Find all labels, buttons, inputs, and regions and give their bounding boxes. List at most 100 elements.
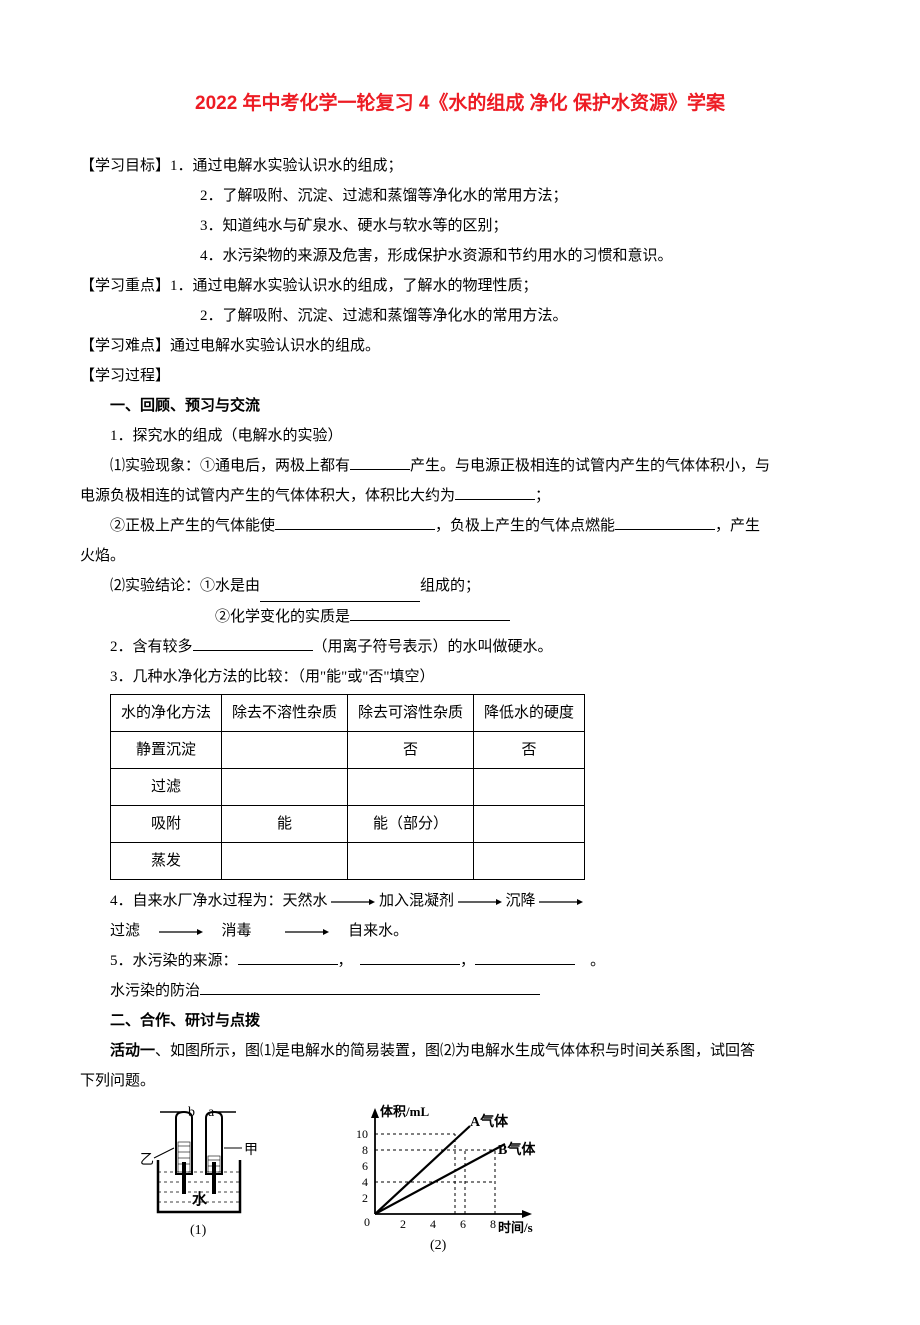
q4-line2: 过滤 消毒 自来水。 — [80, 916, 840, 946]
fig1-label-jia: 甲 — [244, 1143, 258, 1158]
arrow-icon — [159, 927, 203, 937]
fig2-caption: (2) — [430, 1238, 447, 1253]
q1c-end: 组成的； — [420, 578, 480, 594]
blank-neg — [615, 529, 715, 530]
q1-title: 1．探究水的组成（电解水的实验） — [80, 421, 840, 451]
goal-4: 4．水污染物的来源及危害，形成保护水资源和节约用水的习惯和意识。 — [80, 241, 840, 271]
goal-3: 3．知道纯水与矿泉水、硬水与软水等的区别； — [80, 211, 840, 241]
keypoints-label: 【学习重点】 — [80, 278, 170, 294]
arrow-icon — [458, 897, 502, 907]
cell — [474, 806, 585, 843]
xtick: 2 — [400, 1217, 406, 1231]
activity1-line1: 活动一、如图所示，图⑴是电解水的简易装置，图⑵为电解水生成气体体积与时间关系图，… — [80, 1036, 840, 1066]
q4b: 加入混凝剂 — [379, 893, 454, 909]
cell — [474, 843, 585, 880]
cell — [222, 732, 348, 769]
fig1-label-yi: 乙 — [140, 1152, 154, 1168]
blank-pos — [275, 529, 435, 530]
table-row: 吸附 能 能（部分） — [111, 806, 585, 843]
cell: 否 — [474, 732, 585, 769]
th-0: 水的净化方法 — [111, 695, 222, 732]
q4-disinfect: 消毒 — [222, 923, 252, 939]
xtick: 6 — [460, 1217, 466, 1231]
keypoint-2: 2．了解吸附、沉淀、过滤和蒸馏等净化水的常用方法。 — [80, 301, 840, 331]
q1-phenom2-line1: ②正极上产生的气体能使，负极上产生的气体点燃能，产生 — [80, 511, 840, 541]
q4a: 4．自来水厂净水过程为：天然水 — [110, 893, 328, 909]
q4c: 沉降 — [506, 893, 536, 909]
ytick-0: 0 — [364, 1215, 370, 1229]
goals-label: 【学习目标】 — [80, 158, 170, 174]
table-row: 蒸发 — [111, 843, 585, 880]
blank-comp — [260, 571, 420, 602]
table-row: 过滤 — [111, 769, 585, 806]
cell — [222, 843, 348, 880]
arrow-icon — [285, 927, 329, 937]
volume-time-chart: 体积/mL 时间/s 10 8 6 4 2 0 2 4 6 8 A气体 B气 — [340, 1104, 560, 1254]
cell: 吸附 — [111, 806, 222, 843]
q5-sep1: ， — [338, 953, 346, 969]
cell — [222, 769, 348, 806]
q5-sep2: ， — [460, 953, 475, 969]
goals-line1: 【学习目标】1．通过电解水实验认识水的组成； — [80, 151, 840, 181]
goal-2: 2．了解吸附、沉淀、过滤和蒸馏等净化水的常用方法； — [80, 181, 840, 211]
q1-phenom2-line2: 火焰。 — [80, 541, 840, 571]
page-title: 2022 年中考化学一轮复习 4《水的组成 净化 保护水资源》学案 — [80, 85, 840, 123]
arrow-icon — [539, 897, 583, 907]
blank-ion — [193, 650, 313, 651]
table-row: 静置沉淀 否 否 — [111, 732, 585, 769]
process-label: 【学习过程】 — [80, 361, 840, 391]
blank-ratio — [455, 499, 535, 500]
cell — [348, 769, 474, 806]
q1b-pre: ②正极上产生的气体能使 — [110, 518, 275, 534]
th-3: 降低水的硬度 — [474, 695, 585, 732]
ytick: 2 — [362, 1191, 368, 1205]
cell — [474, 769, 585, 806]
table-header-row: 水的净化方法 除去不溶性杂质 除去可溶性杂质 降低水的硬度 — [111, 695, 585, 732]
act1-label: 活动一 — [110, 1043, 155, 1059]
q5-end: 。 — [590, 953, 605, 969]
blank-gas — [350, 469, 410, 470]
q1-essence: ②化学变化的实质是 — [80, 602, 840, 632]
electrolysis-diagram: b a 乙 甲 — [140, 1104, 270, 1254]
q5b-text: 水污染的防治 — [110, 983, 200, 999]
chart-series-a: A气体 — [470, 1113, 509, 1130]
difficulty-line: 【学习难点】通过电解水实验认识水的组成。 — [80, 331, 840, 361]
cell: 过滤 — [111, 769, 222, 806]
arrow-icon — [331, 897, 375, 907]
q1a-end: ； — [535, 488, 550, 504]
blank-prevention — [200, 994, 540, 995]
q1c-pre: ⑵实验结论：①水是由 — [110, 578, 260, 594]
q1-phenom-line2: 电源负极相连的试管内产生的气体体积大，体积比大约为 ； — [80, 481, 840, 511]
q4-filter: 过滤 — [110, 923, 140, 939]
keypoints-line1: 【学习重点】1．通过电解水实验认识水的组成，了解水的物理性质； — [80, 271, 840, 301]
keypoint-1: 1．通过电解水实验认识水的组成，了解水的物理性质； — [170, 278, 538, 294]
q1a-pre: ⑴实验现象：①通电后，两极上都有 — [110, 458, 350, 474]
chart-series-b: B气体 — [498, 1141, 536, 1158]
fig1-caption: (1) — [190, 1223, 207, 1238]
blank-s3 — [475, 964, 575, 965]
chart-ylabel: 体积/mL — [380, 1104, 429, 1119]
activity1-line2: 下列问题。 — [80, 1066, 840, 1096]
ytick: 6 — [362, 1159, 368, 1173]
difficulty-text: 通过电解水实验认识水的组成。 — [170, 338, 380, 354]
q3-title: 3．几种水净化方法的比较：（用"能"或"否"填空） — [80, 662, 840, 692]
cell: 静置沉淀 — [111, 732, 222, 769]
q1a-line2: 电源负极相连的试管内产生的气体体积大，体积比大约为 — [80, 488, 455, 504]
difficulty-label: 【学习难点】 — [80, 338, 170, 354]
section2-heading: 二、合作、研讨与点拨 — [80, 1006, 840, 1036]
blank-s2 — [360, 964, 460, 965]
ytick: 8 — [362, 1143, 368, 1157]
cell — [348, 843, 474, 880]
act1-text: 、如图所示，图⑴是电解水的简易装置，图⑵为电解水生成气体体积与时间关系图，试回答 — [155, 1043, 755, 1059]
goal-1: 1．通过电解水实验认识水的组成； — [170, 158, 403, 174]
q1d-pre: ②化学变化的实质是 — [215, 609, 350, 625]
th-2: 除去可溶性杂质 — [348, 695, 474, 732]
th-1: 除去不溶性杂质 — [222, 695, 348, 732]
figure-2: 体积/mL 时间/s 10 8 6 4 2 0 2 4 6 8 A气体 B气 — [340, 1104, 560, 1265]
q1-phenom-line1: ⑴实验现象：①通电后，两极上都有 产生。与电源正极相连的试管内产生的气体体积小，与 — [80, 451, 840, 481]
q1b-end: ，产生 — [715, 518, 760, 534]
q5-pre: 5．水污染的来源： — [110, 953, 238, 969]
blank-essence — [350, 620, 510, 621]
purification-table: 水的净化方法 除去不溶性杂质 除去可溶性杂质 降低水的硬度 静置沉淀 否 否 过… — [110, 694, 585, 880]
q1a-mid: 产生。与电源正极相连的试管内产生的气体体积小，与 — [410, 458, 770, 474]
